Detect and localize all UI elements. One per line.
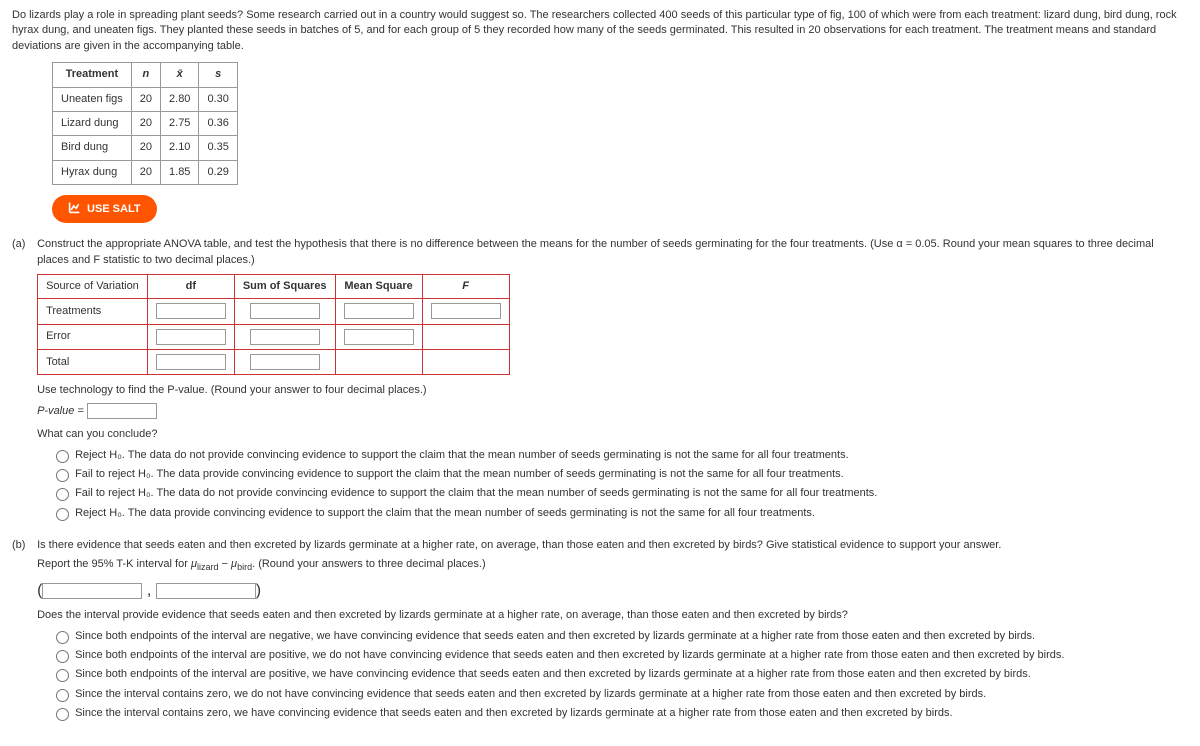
error-ss-input[interactable] [250, 329, 320, 345]
part-b-prompt: Is there evidence that seeds eaten and t… [37, 538, 1187, 553]
interval-prompt: Report the 95% T-K interval for μlizard … [37, 557, 1187, 574]
minus-sign: − [218, 558, 231, 570]
cell: 2.10 [161, 136, 199, 160]
cell: 0.30 [199, 87, 237, 111]
anova-row-error: Error [38, 324, 148, 349]
interval-prompt-1: Report the 95% T-K interval for [37, 558, 191, 570]
option-a2[interactable]: Fail to reject H₀. The data provide conv… [51, 466, 1187, 482]
radio-b1[interactable] [56, 631, 69, 644]
conclude-options: Reject H₀. The data do not provide convi… [51, 447, 1187, 521]
cell: 20 [131, 87, 160, 111]
option-a2-text: Fail to reject H₀. The data provide conv… [75, 468, 844, 480]
anova-h4: Mean Square [335, 274, 422, 298]
part-a-prompt: Construct the appropriate ANOVA table, a… [37, 237, 1187, 268]
cell: 1.85 [161, 160, 199, 184]
error-ms-input[interactable] [344, 329, 414, 345]
anova-h5: F [422, 274, 509, 298]
option-b2[interactable]: Since both endpoints of the interval are… [51, 647, 1187, 663]
table-row: Uneaten figs 20 2.80 0.30 [53, 87, 238, 111]
total-df-input[interactable] [156, 354, 226, 370]
interval-upper-input[interactable] [156, 583, 256, 599]
col-treatment: Treatment [53, 63, 132, 87]
cell: Uneaten figs [53, 87, 132, 111]
radio-b4[interactable] [56, 689, 69, 702]
sub-bird: bird [237, 562, 252, 572]
option-b1-text: Since both endpoints of the interval are… [75, 630, 1035, 642]
radio-b5[interactable] [56, 708, 69, 721]
table-row: Hyrax dung 20 1.85 0.29 [53, 160, 238, 184]
option-a1[interactable]: Reject H₀. The data do not provide convi… [51, 447, 1187, 463]
part-a-label: (a) [12, 237, 34, 252]
table-row: Lizard dung 20 2.75 0.36 [53, 111, 238, 135]
cell: 0.35 [199, 136, 237, 160]
anova-h3: Sum of Squares [234, 274, 335, 298]
radio-a1[interactable] [56, 450, 69, 463]
cell: Hyrax dung [53, 160, 132, 184]
option-a4-text: Reject H₀. The data provide convincing e… [75, 506, 815, 518]
cell: 20 [131, 111, 160, 135]
table-row: Bird dung 20 2.10 0.35 [53, 136, 238, 160]
option-b3-text: Since both endpoints of the interval are… [75, 668, 1031, 680]
option-b3[interactable]: Since both endpoints of the interval are… [51, 666, 1187, 682]
conclude-question: What can you conclude? [37, 427, 1187, 442]
cell: 20 [131, 160, 160, 184]
col-s: s [199, 63, 237, 87]
cell: Lizard dung [53, 111, 132, 135]
anova-h1: Source of Variation [38, 274, 148, 298]
treatments-df-input[interactable] [156, 303, 226, 319]
cell: 0.36 [199, 111, 237, 135]
interval-options: Since both endpoints of the interval are… [51, 628, 1187, 721]
total-ss-input[interactable] [250, 354, 320, 370]
cell: 20 [131, 136, 160, 160]
radio-a4[interactable] [56, 508, 69, 521]
interval-prompt-2: . (Round your answers to three decimal p… [252, 558, 486, 570]
interval-lower-input[interactable] [42, 583, 142, 599]
option-a4[interactable]: Reject H₀. The data provide convincing e… [51, 505, 1187, 521]
use-salt-button[interactable]: USE SALT [52, 195, 157, 223]
option-b2-text: Since both endpoints of the interval are… [75, 649, 1064, 661]
anova-row-total: Total [38, 350, 148, 375]
cell: 2.80 [161, 87, 199, 111]
anova-h2: df [147, 274, 234, 298]
cell: 0.29 [199, 160, 237, 184]
pvalue-label: P-value = [37, 405, 84, 417]
interval-question: Does the interval provide evidence that … [37, 608, 1187, 623]
intro-text: Do lizards play a role in spreading plan… [12, 8, 1188, 54]
treatments-ss-input[interactable] [250, 303, 320, 319]
interval-inputs: ( , ) [37, 580, 1187, 602]
anova-table: Source of Variation df Sum of Squares Me… [37, 274, 510, 376]
option-b5[interactable]: Since the interval contains zero, we hav… [51, 705, 1187, 721]
anova-row-treatments: Treatments [38, 299, 148, 324]
radio-a2[interactable] [56, 469, 69, 482]
cell: Bird dung [53, 136, 132, 160]
part-b-label: (b) [12, 538, 34, 553]
use-salt-label: USE SALT [87, 203, 141, 215]
option-b4-text: Since the interval contains zero, we do … [75, 688, 986, 700]
pvalue-input[interactable] [87, 403, 157, 419]
treatments-f-input[interactable] [431, 303, 501, 319]
radio-a3[interactable] [56, 488, 69, 501]
cell: 2.75 [161, 111, 199, 135]
option-b5-text: Since the interval contains zero, we hav… [75, 707, 952, 719]
chart-icon [68, 201, 81, 217]
pvalue-prompt: Use technology to find the P-value. (Rou… [37, 383, 1187, 398]
option-b1[interactable]: Since both endpoints of the interval are… [51, 628, 1187, 644]
radio-b2[interactable] [56, 650, 69, 663]
option-a3[interactable]: Fail to reject H₀. The data do not provi… [51, 485, 1187, 501]
error-df-input[interactable] [156, 329, 226, 345]
option-b4[interactable]: Since the interval contains zero, we do … [51, 686, 1187, 702]
option-a1-text: Reject H₀. The data do not provide convi… [75, 449, 849, 461]
col-xbar: x̄ [161, 63, 199, 87]
col-n: n [131, 63, 160, 87]
radio-b3[interactable] [56, 669, 69, 682]
treatments-ms-input[interactable] [344, 303, 414, 319]
treatment-data-table: Treatment n x̄ s Uneaten figs 20 2.80 0.… [52, 62, 238, 185]
sub-lizard: lizard [197, 562, 219, 572]
option-a3-text: Fail to reject H₀. The data do not provi… [75, 487, 877, 499]
